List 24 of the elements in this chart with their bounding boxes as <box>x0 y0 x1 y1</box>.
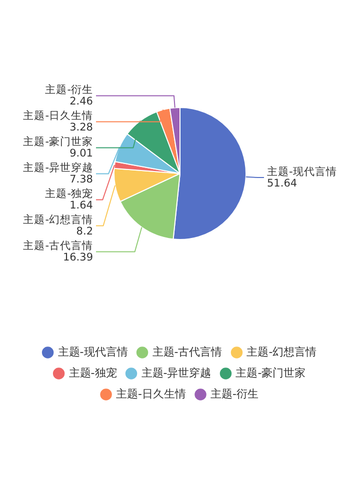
legend-label: 主题-衍生 <box>210 387 258 400</box>
data-label: 9.01 <box>70 148 93 160</box>
slice-label: 主题-独宠 <box>45 187 93 200</box>
slice-label: 主题-幻想言情 <box>23 213 93 226</box>
slice-label: 主题-古代言情 <box>23 239 93 252</box>
slice-label: 主题-现代言情 <box>267 165 337 178</box>
legend-label: 主题-日久生情 <box>116 387 186 400</box>
legend-label: 主题-独宠 <box>68 366 117 380</box>
data-label: 8.2 <box>76 226 93 238</box>
slice-label: 主题-衍生 <box>45 83 93 96</box>
legend-label: 主题-豪门世家 <box>236 366 306 380</box>
data-label: 16.39 <box>62 252 93 264</box>
data-label: 3.28 <box>70 122 93 134</box>
data-label: 1.64 <box>70 200 94 212</box>
legend-label: 主题-幻想言情 <box>246 345 317 358</box>
slice-label: 主题-豪门世家 <box>23 135 93 148</box>
slice-label: 主题-异世穿越 <box>23 161 93 174</box>
legend-label: 主题-现代言情 <box>58 345 128 358</box>
data-label: 7.38 <box>70 174 93 186</box>
legend-label: 主题-古代言情 <box>152 345 222 358</box>
data-label: 2.46 <box>70 96 94 108</box>
slice-label: 主题-日久生情 <box>23 109 93 122</box>
data-label: 51.64 <box>267 178 298 190</box>
legend-label: 主题-异世穿越 <box>141 366 212 380</box>
